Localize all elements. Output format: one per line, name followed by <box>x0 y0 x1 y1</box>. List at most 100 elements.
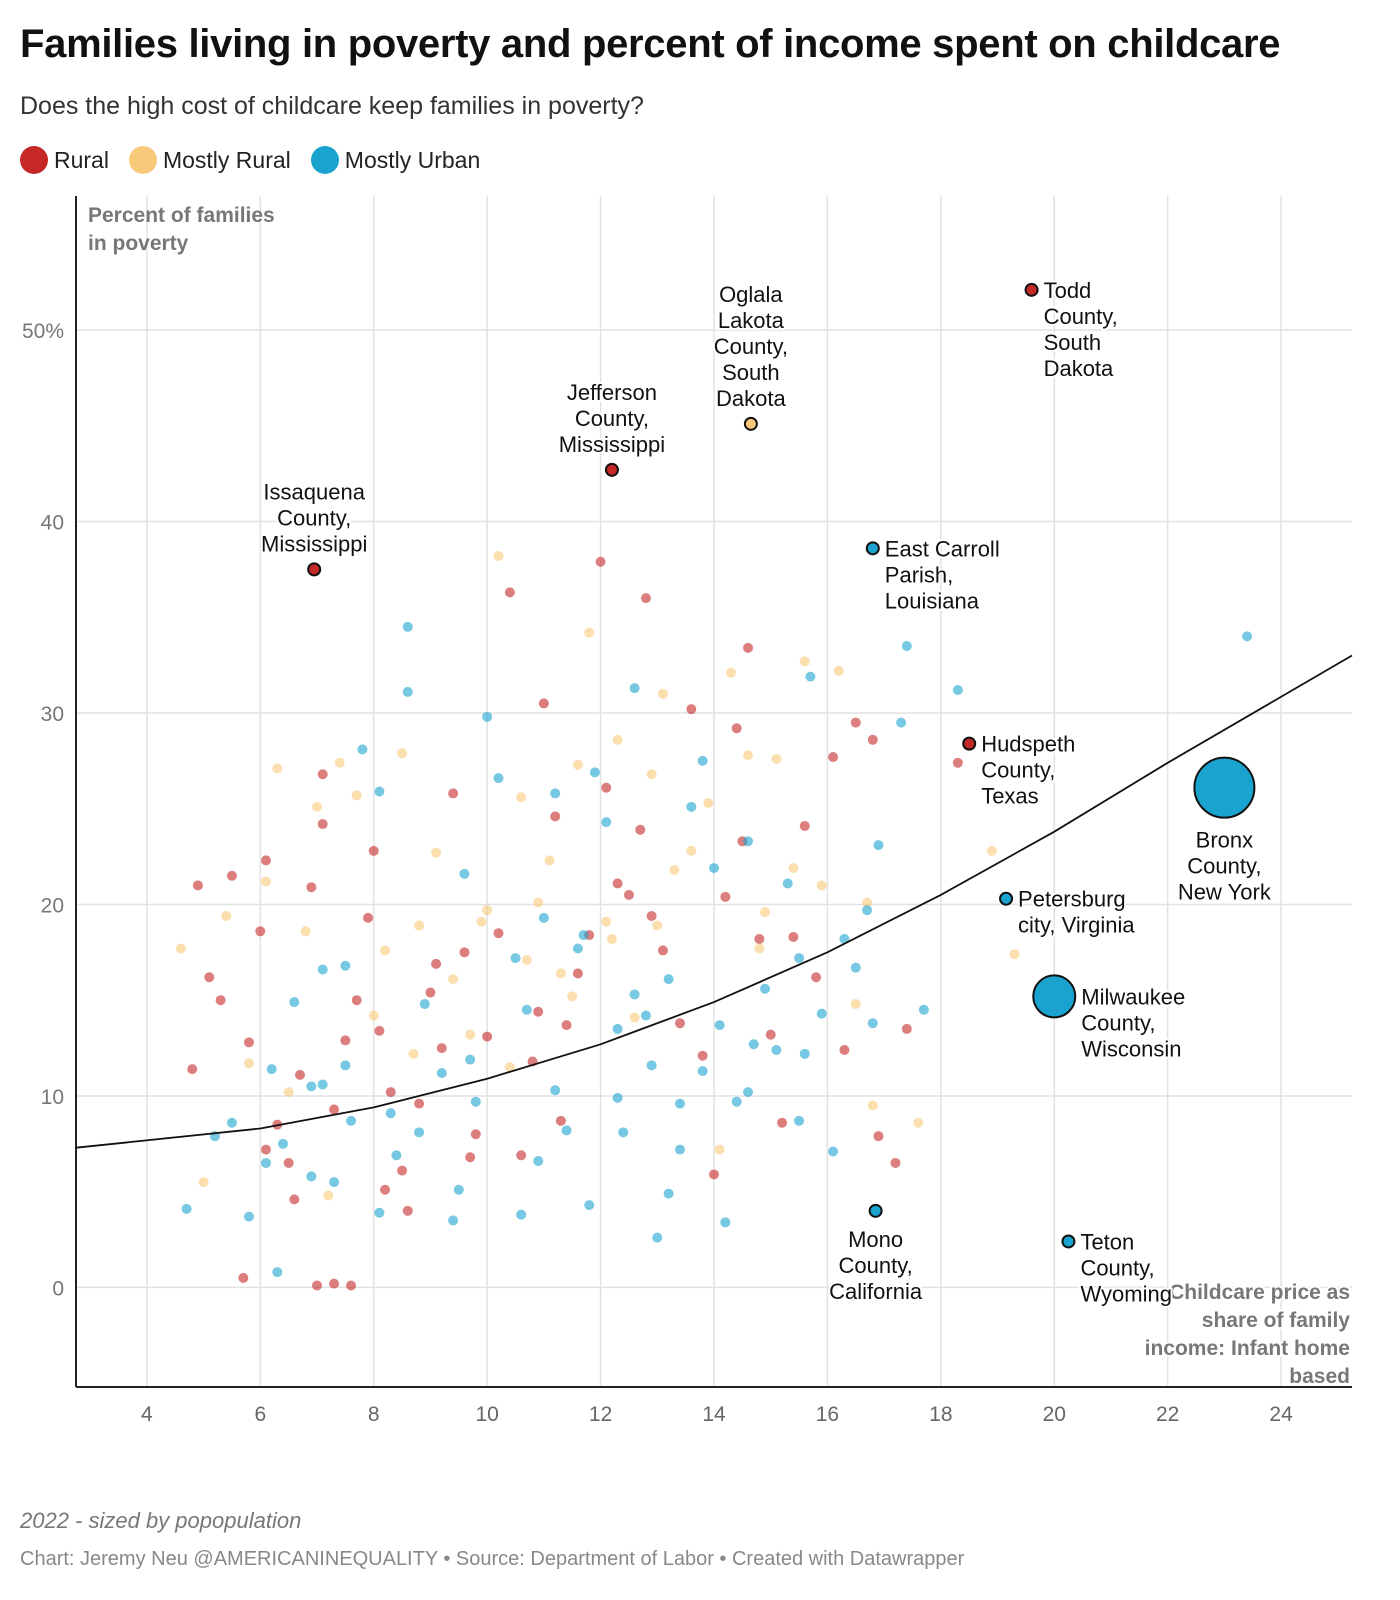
point-label: California <box>829 1279 923 1304</box>
data-point-mostly-urban <box>453 1184 464 1195</box>
point-label: South <box>1044 330 1102 355</box>
data-point-rural <box>306 882 317 893</box>
legend-item-rural: Rural <box>20 146 109 174</box>
data-point-mostly-rural <box>414 920 425 931</box>
point-label: Petersburg <box>1018 887 1126 912</box>
data-point-rural <box>329 1278 340 1289</box>
data-point-rural <box>686 704 697 715</box>
data-point-rural <box>743 642 754 653</box>
data-point-mostly-urban <box>402 686 413 697</box>
chart-note: 2022 - sized by popopulation <box>20 1508 302 1533</box>
data-point-rural <box>465 1152 476 1163</box>
point-label: Wisconsin <box>1081 1036 1181 1061</box>
data-point-rural <box>448 788 459 799</box>
data-point-rural <box>901 1023 912 1034</box>
chart-subtitle: Does the high cost of childcare keep fam… <box>20 92 644 120</box>
data-point-mostly-rural <box>686 845 697 856</box>
data-point-mostly-rural <box>272 763 283 774</box>
data-point-rural <box>646 910 657 921</box>
data-point-mostly-rural <box>816 880 827 891</box>
data-point-rural <box>295 1069 306 1080</box>
data-point-mostly-urban <box>674 1098 685 1109</box>
data-point-mostly-rural <box>397 748 408 759</box>
x-tick-label: 22 <box>1156 1403 1179 1426</box>
point-label: New York <box>1178 880 1272 905</box>
data-point-mostly-rural <box>555 968 566 979</box>
data-point-rural <box>414 1098 425 1109</box>
y-axis-title-line: Percent of families <box>88 204 275 227</box>
data-point-mostly-urban <box>419 999 430 1010</box>
x-tick-label: 24 <box>1269 1403 1293 1426</box>
data-point-mostly-rural <box>260 876 271 887</box>
labeled-point-todd-county-south-dakota <box>1024 282 1039 297</box>
x-tick-label: 16 <box>816 1403 839 1426</box>
data-point-mostly-urban <box>243 1211 254 1222</box>
data-point-mostly-urban <box>340 1060 351 1071</box>
data-point-mostly-urban <box>697 1066 708 1077</box>
data-point-mostly-rural <box>243 1058 254 1069</box>
point-label: Dakota <box>1044 356 1114 381</box>
data-point-mostly-urban <box>731 1096 742 1107</box>
labeled-point-issaquena-county-mississippi <box>307 562 322 577</box>
data-point-rural <box>850 717 861 728</box>
data-point-mostly-urban <box>760 983 771 994</box>
data-point-rural <box>346 1280 357 1291</box>
data-point-mostly-rural <box>312 801 323 812</box>
data-point-rural <box>572 968 583 979</box>
data-point-rural <box>312 1280 323 1291</box>
data-point-mostly-urban <box>629 989 640 1000</box>
legend-item-mostly-urban: Mostly Urban <box>310 146 481 174</box>
data-point-mostly-urban <box>374 1207 385 1218</box>
data-point-mostly-urban <box>181 1203 192 1214</box>
point-label: Jefferson <box>567 380 657 405</box>
legend-swatch-mostly-rural <box>128 146 157 174</box>
data-point-rural <box>516 1150 527 1161</box>
chart-title: Families living in poverty and percent o… <box>20 22 1281 66</box>
point-label: Milwaukee <box>1081 984 1185 1009</box>
x-axis-title-line: Childcare price as <box>1169 1281 1350 1304</box>
y-tick-label: 10 <box>41 1086 64 1109</box>
point-label: County, <box>1080 1255 1154 1280</box>
data-point-rural <box>385 1087 396 1098</box>
data-point-mostly-urban <box>743 1087 754 1098</box>
y-tick-label: 30 <box>41 703 64 726</box>
data-point-mostly-urban <box>828 1146 839 1157</box>
data-point-mostly-rural <box>771 753 782 764</box>
data-point-mostly-urban <box>850 962 861 973</box>
data-point-mostly-urban <box>652 1232 663 1243</box>
data-point-mostly-rural <box>584 627 595 638</box>
labeled-point-oglala-lakota-county-south-dakota <box>743 416 758 431</box>
data-point-rural <box>470 1129 481 1140</box>
data-point-rural <box>595 556 606 567</box>
data-point-mostly-urban <box>436 1067 447 1078</box>
data-point-rural <box>601 782 612 793</box>
point-label: County, <box>1044 304 1118 329</box>
x-tick-label: 8 <box>368 1403 380 1426</box>
data-point-mostly-urban <box>272 1267 283 1278</box>
legend-swatch-mostly-urban <box>310 146 339 174</box>
data-point-mostly-rural <box>612 734 623 745</box>
data-point-rural <box>329 1104 340 1115</box>
data-point-rural <box>187 1064 198 1075</box>
data-point-mostly-urban <box>482 711 493 722</box>
data-point-mostly-urban <box>578 930 589 941</box>
data-point-rural <box>867 734 878 745</box>
x-tick-label: 12 <box>589 1403 612 1426</box>
point-label: Oglala <box>719 282 783 307</box>
data-point-mostly-urban <box>306 1081 317 1092</box>
point-label: city, Virginia <box>1018 913 1135 938</box>
point-label: Bronx <box>1196 828 1253 853</box>
legend-label-mostly-urban: Mostly Urban <box>344 146 481 173</box>
data-point-rural <box>255 926 266 937</box>
data-point-rural <box>380 1184 391 1195</box>
data-point-mostly-urban <box>663 1188 674 1199</box>
x-tick-label: 20 <box>1043 1403 1066 1426</box>
data-point-rural <box>459 947 470 958</box>
data-point-mostly-urban <box>589 767 600 778</box>
legend-label-mostly-rural: Mostly Rural <box>162 146 291 173</box>
data-point-mostly-urban <box>391 1150 402 1161</box>
data-point-rural <box>635 824 646 835</box>
data-point-rural <box>754 933 765 944</box>
data-point-mostly-urban <box>918 1004 929 1015</box>
data-point-mostly-urban <box>952 685 963 696</box>
